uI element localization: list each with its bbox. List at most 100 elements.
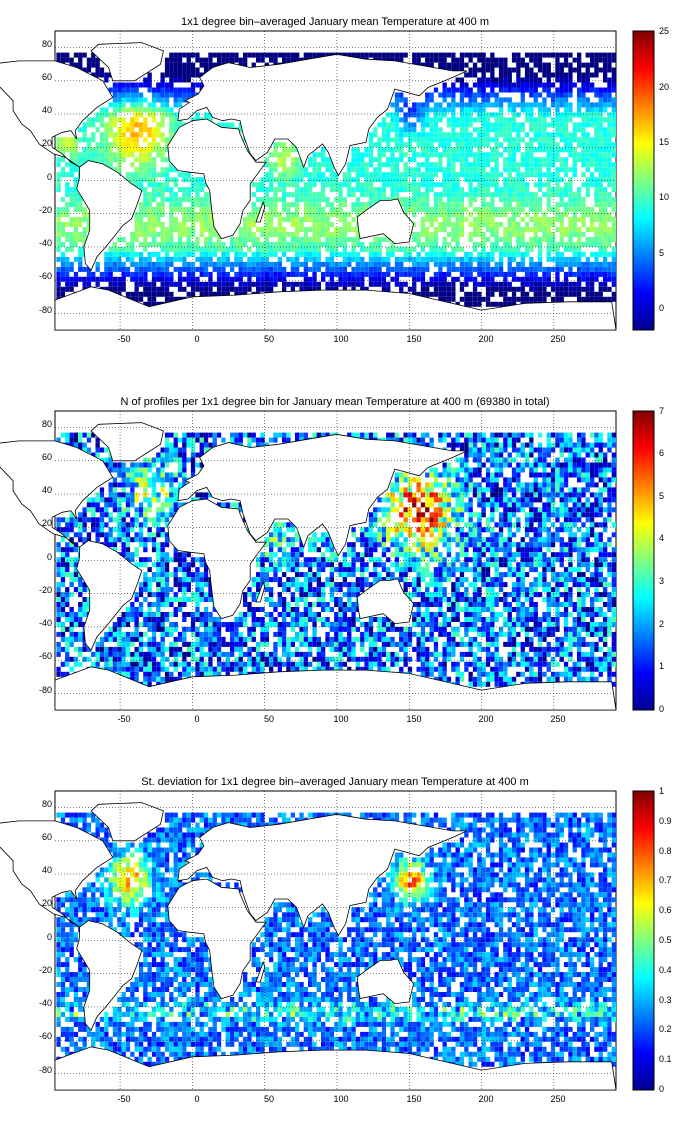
data-cell <box>581 72 586 78</box>
data-cell <box>581 157 586 163</box>
data-cell <box>308 157 313 163</box>
data-cell <box>503 187 508 193</box>
data-cell <box>590 432 595 438</box>
data-cell <box>516 77 521 83</box>
data-cell <box>581 172 586 178</box>
data-cell <box>91 152 96 158</box>
data-cell <box>407 512 413 518</box>
data-cell <box>438 202 443 208</box>
data-cell <box>169 52 174 58</box>
data-cell <box>134 286 139 292</box>
data-cell <box>303 246 308 252</box>
data-cell <box>151 301 157 307</box>
data-cell <box>169 502 174 508</box>
data-cell <box>286 202 291 208</box>
data-cell <box>598 291 603 297</box>
data-cell <box>533 517 538 523</box>
data-cell <box>99 117 105 123</box>
data-cell <box>563 132 569 138</box>
data-cell <box>73 522 79 528</box>
data-cell <box>256 442 261 448</box>
data-cell <box>108 117 113 123</box>
data-cell <box>386 157 391 163</box>
x-tick-label: 100 <box>333 334 348 344</box>
data-cell <box>455 497 460 503</box>
data-cell <box>550 477 556 483</box>
data-cell <box>455 517 460 523</box>
data-cell <box>451 87 456 93</box>
data-cell <box>117 152 122 158</box>
data-cell <box>420 62 426 68</box>
data-cell <box>537 197 543 203</box>
data-cell <box>147 281 152 287</box>
data-cell <box>160 246 165 252</box>
data-cell <box>277 256 282 262</box>
data-cell <box>364 271 369 277</box>
data-cell <box>282 142 287 148</box>
data-cell <box>277 222 282 227</box>
data-cell <box>503 202 508 208</box>
data-cell <box>572 172 577 178</box>
data-cell <box>594 261 599 267</box>
data-cell <box>143 192 148 198</box>
data-cell <box>147 182 152 188</box>
data-cell <box>577 232 582 237</box>
data-cell <box>160 87 165 93</box>
data-cell <box>537 167 543 173</box>
data-cell <box>156 276 161 282</box>
data-cell <box>247 256 252 262</box>
data-cell <box>308 276 313 282</box>
data-cell <box>464 482 469 488</box>
data-cell <box>186 172 191 178</box>
data-cell <box>438 256 443 262</box>
data-cell <box>177 207 183 213</box>
data-cell <box>577 502 582 508</box>
data-cell <box>451 437 456 443</box>
data-cell <box>546 502 551 508</box>
data-cell <box>277 232 282 237</box>
data-cell <box>325 52 330 58</box>
data-cell <box>516 192 521 198</box>
data-cell <box>507 256 512 262</box>
data-cell <box>282 152 287 158</box>
data-cell <box>607 97 612 103</box>
data-cell <box>355 157 360 163</box>
data-cell <box>524 246 530 252</box>
data-cell <box>446 462 452 468</box>
data-cell <box>173 452 178 458</box>
data-cell <box>451 117 456 123</box>
data-cell <box>555 112 560 118</box>
data-cell <box>533 482 538 488</box>
data-cell <box>603 147 608 153</box>
data-cell <box>147 266 152 272</box>
data-cell <box>464 177 469 183</box>
data-cell <box>490 242 495 247</box>
data-cell <box>381 197 387 203</box>
data-cell <box>190 67 196 73</box>
data-cell <box>381 137 387 143</box>
data-cell <box>498 467 504 473</box>
data-cell <box>585 271 590 277</box>
data-cell <box>533 271 538 277</box>
data-cell <box>559 261 564 267</box>
data-cell <box>312 251 317 257</box>
data-cell <box>568 222 573 227</box>
data-cell <box>425 92 430 98</box>
data-cell <box>464 271 469 277</box>
data-cell <box>490 92 495 98</box>
data-cell <box>577 227 582 232</box>
data-cell <box>611 177 616 183</box>
data-cell <box>464 492 469 498</box>
data-cell <box>429 172 434 178</box>
data-cell <box>342 212 347 218</box>
data-cell <box>351 167 356 173</box>
data-cell <box>603 222 608 227</box>
data-cell <box>477 472 482 478</box>
data-cell <box>559 192 564 198</box>
data-cell <box>459 162 465 168</box>
data-cell <box>590 172 595 178</box>
data-cell <box>451 82 456 88</box>
data-cell <box>412 172 417 178</box>
land-outline <box>76 160 143 271</box>
data-cell <box>477 261 482 267</box>
